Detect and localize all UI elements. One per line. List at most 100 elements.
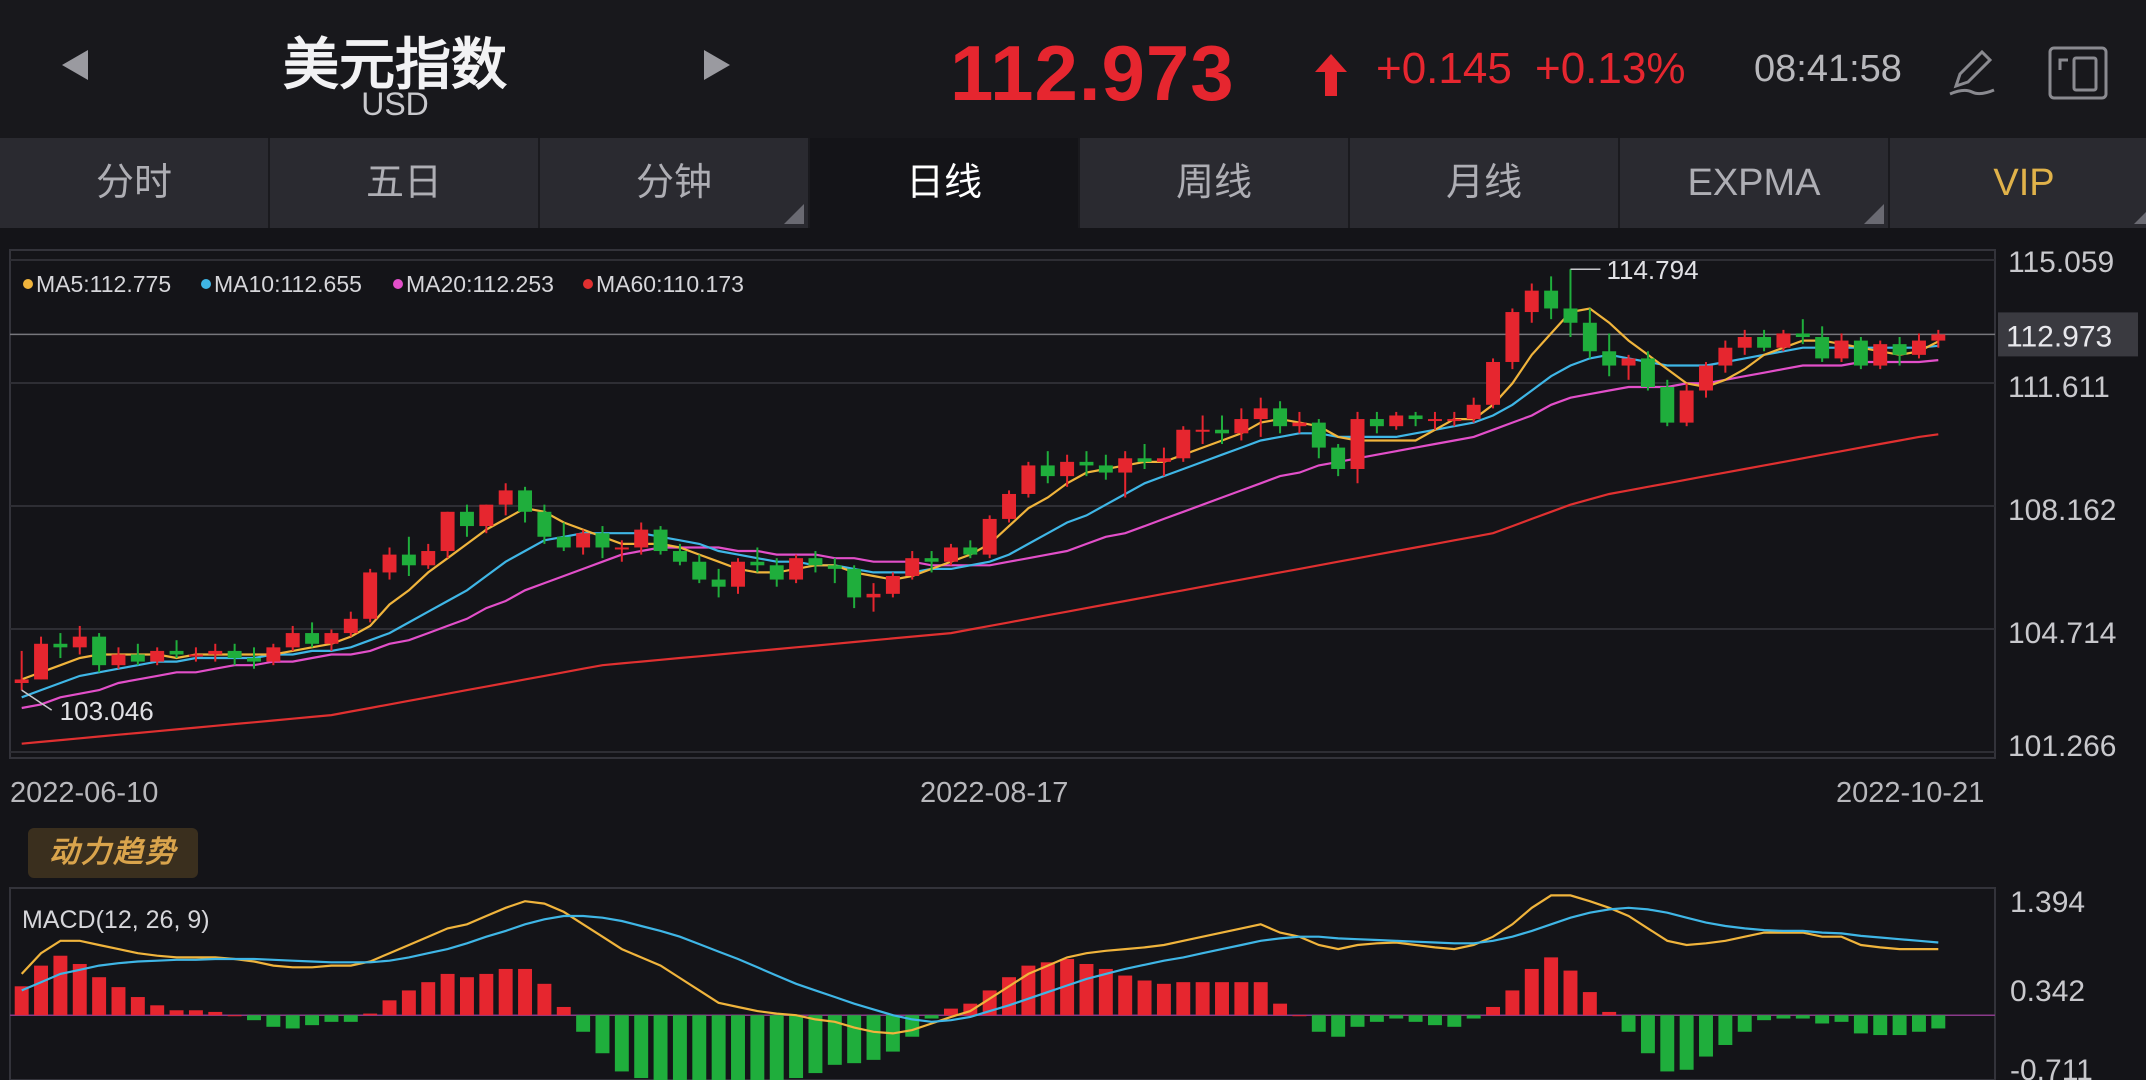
tab-7[interactable]: VIP: [1890, 138, 2146, 228]
candle-body: [1582, 322, 1597, 352]
candle: [72, 625, 87, 655]
pen-icon[interactable]: [1944, 44, 2000, 100]
tab-3[interactable]: 日线: [810, 138, 1080, 228]
candle: [1660, 379, 1675, 427]
candle-body: [247, 658, 261, 662]
candle-body: [1544, 290, 1559, 309]
legend-dot: [23, 279, 33, 289]
price-change: +0.145: [1376, 44, 1512, 93]
macd-bar: [34, 965, 49, 1016]
candle: [1311, 419, 1326, 459]
indicator-badge[interactable]: 动力趋势: [28, 828, 198, 878]
candle: [731, 558, 745, 594]
screen-rotate-icon[interactable]: [2046, 40, 2110, 102]
tab-4[interactable]: 周线: [1080, 138, 1350, 228]
macd-bar: [1040, 962, 1055, 1016]
macd-bar: [1234, 982, 1249, 1016]
candle-body: [847, 568, 862, 598]
y-tick-label: 104.714: [2008, 617, 2116, 650]
macd-bar: [1060, 959, 1075, 1016]
candle-body: [1369, 419, 1384, 427]
candle: [1582, 308, 1597, 359]
candle: [1427, 411, 1442, 430]
prev-arrow-icon[interactable]: [62, 50, 88, 80]
macd-bar: [324, 1015, 339, 1022]
candle: [111, 647, 126, 669]
candle: [421, 543, 436, 569]
candle-body: [982, 518, 997, 555]
candle-body: [789, 558, 804, 580]
macd-bar: [227, 1015, 242, 1017]
candle-body: [1273, 408, 1288, 427]
tab-0[interactable]: 分时: [0, 138, 270, 228]
next-arrow-icon[interactable]: [704, 50, 730, 80]
candle-body: [1795, 333, 1810, 338]
macd-bar: [1757, 1015, 1772, 1021]
candle-body: [1563, 308, 1578, 323]
macd-bar: [1640, 1015, 1655, 1054]
candle: [440, 511, 455, 559]
candle: [208, 643, 223, 662]
last-price-label: 112.973: [2006, 320, 2112, 353]
candle: [905, 551, 920, 580]
candle: [1699, 361, 1713, 398]
macd-bar: [459, 977, 474, 1016]
candle: [1176, 426, 1191, 462]
macd-bar: [537, 983, 552, 1016]
candle-body: [440, 511, 455, 552]
macd-bar: [1369, 1015, 1384, 1022]
tab-6[interactable]: EXPMA: [1620, 138, 1890, 228]
price-change-percent: +0.13%: [1535, 44, 1686, 93]
macd-bar: [1834, 1015, 1849, 1022]
macd-bar: [750, 1015, 765, 1080]
y-tick-label: 101.266: [2008, 730, 2116, 763]
macd-bar: [692, 1015, 707, 1080]
candle-body: [808, 558, 823, 566]
candle: [614, 540, 629, 562]
x-tick-label: 2022-06-10: [10, 777, 158, 809]
candle: [672, 543, 687, 566]
candle-body: [169, 650, 184, 655]
candle: [1118, 451, 1133, 498]
macd-bar: [305, 1015, 320, 1026]
tab-1[interactable]: 五日: [270, 138, 540, 228]
macd-bar: [1466, 1015, 1481, 1019]
candle-body: [479, 504, 494, 527]
legend-dot: [583, 279, 593, 289]
candle-body: [1699, 365, 1713, 391]
tab-2[interactable]: 分钟: [540, 138, 810, 228]
moving-average-lines: [21, 307, 1939, 745]
candle-body: [866, 593, 881, 598]
candle: [1156, 447, 1171, 477]
macd-bar: [1699, 1015, 1713, 1057]
macd-bar: [731, 1015, 745, 1080]
candle: [808, 551, 823, 573]
macd-bar: [150, 1005, 165, 1016]
legend-entry: MA60:110.173: [596, 271, 744, 297]
candle: [305, 622, 320, 648]
macd-bar: [789, 1015, 804, 1079]
macd-bar: [1602, 1011, 1617, 1016]
candle: [285, 625, 300, 651]
candle: [227, 643, 242, 666]
quote-time: 08:41:58: [1754, 48, 1902, 90]
macd-bar: [653, 1015, 668, 1080]
candle-body: [653, 529, 668, 552]
tab-dropdown-corner-icon: [784, 204, 804, 224]
candle-body: [905, 558, 920, 577]
candle: [1544, 276, 1559, 320]
candle: [169, 640, 184, 659]
candle: [1447, 411, 1462, 427]
candle-body: [1311, 422, 1326, 448]
macd-bar: [169, 1010, 184, 1016]
macd-bar: [1563, 970, 1578, 1016]
macd-bar: [1156, 983, 1171, 1016]
candle-body: [1602, 351, 1617, 366]
macd-bar: [421, 982, 436, 1016]
candle: [1815, 326, 1830, 362]
ma60-line: [21, 433, 1939, 745]
legend-entry: MA10:112.655: [214, 271, 362, 297]
tab-5[interactable]: 月线: [1350, 138, 1620, 228]
candle: [1563, 269, 1578, 338]
macd-bar: [595, 1015, 610, 1054]
